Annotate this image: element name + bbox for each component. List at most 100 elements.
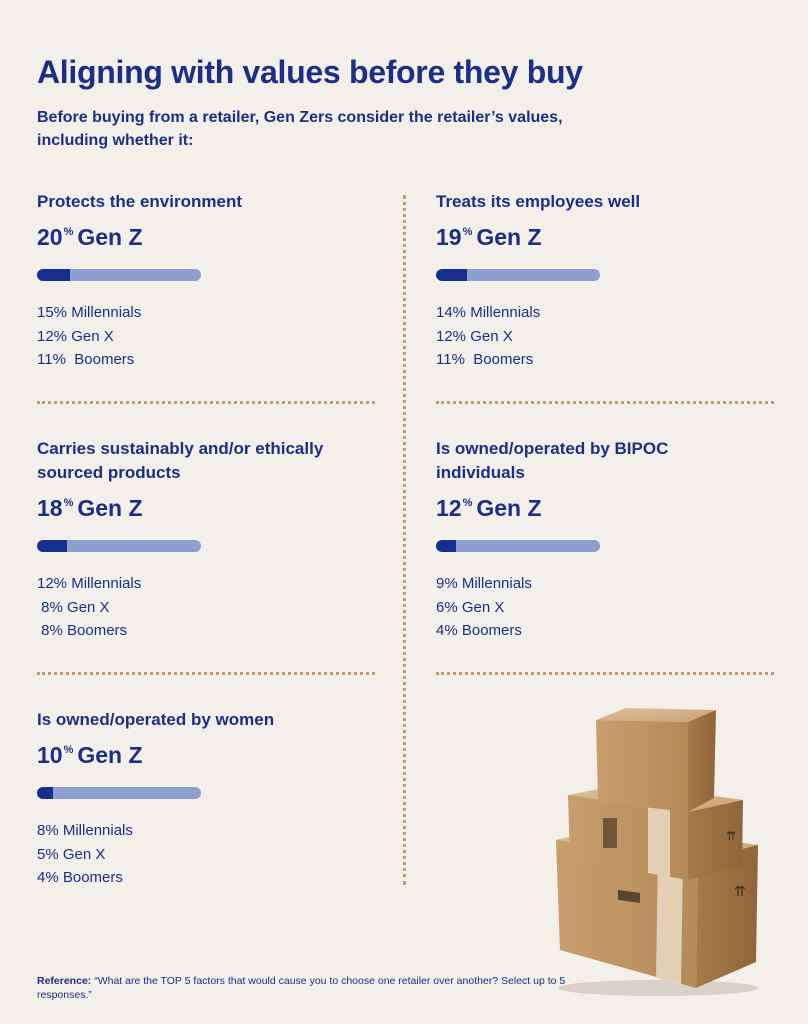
horizontal-divider-right-1 [436, 401, 774, 404]
boomers-pct: 11% [37, 351, 66, 368]
genx-pct: 5% [37, 845, 59, 863]
other-generations: 12% Millennials 8% Gen X 8% Boomers [37, 572, 337, 643]
stat-panel-women-owned: Is owned/operated by women 10% Gen Z 8% M… [37, 708, 377, 890]
genz-stat: 18% Gen Z [37, 495, 337, 522]
genx-row: 12% Gen X [436, 325, 776, 349]
genz-progress-fill [37, 787, 54, 799]
boomers-pct: 4% [436, 622, 458, 639]
genz-unit: % [63, 744, 74, 756]
genz-progress-bar [37, 787, 201, 799]
svg-text:⇈: ⇈ [726, 829, 736, 843]
millennials-pct: 8% [37, 822, 59, 839]
genz-stat: 20% Gen Z [37, 224, 377, 251]
boomers-row: 8% Boomers [37, 619, 337, 643]
horizontal-divider-right-2 [436, 672, 774, 675]
genz-stat: 19% Gen Z [436, 224, 776, 251]
genx-pct: 8% [37, 598, 63, 616]
millennials-pct: 9% [436, 575, 458, 592]
boomers-row: 11% Boomers [436, 348, 776, 372]
horizontal-divider-left-2 [37, 672, 375, 675]
millennials-label: Millennials [470, 304, 541, 321]
boomers-label: Boomers [461, 622, 522, 639]
cardboard-boxes-illustration: ⇈ ⇈ [556, 708, 758, 996]
genx-label: Gen X [71, 327, 114, 345]
millennials-row: 8% Millennials [37, 819, 377, 843]
stat-label: Is owned/operated by BIPOC individuals [436, 439, 669, 482]
stat-label: Is owned/operated by women [37, 710, 275, 729]
genz-label: Gen Z [77, 495, 143, 521]
genz-progress-bar [37, 540, 201, 552]
genz-progress-fill [436, 540, 456, 552]
genz-unit: % [462, 497, 473, 509]
genz-progress-fill [37, 269, 70, 281]
millennials-label: Millennials [62, 822, 133, 839]
stat-panel-sustainable-products: Carries sustainably and/or ethically sou… [37, 437, 337, 643]
genx-pct: 6% [436, 598, 458, 616]
genz-progress-fill [436, 269, 468, 281]
millennials-row: 9% Millennials [436, 572, 676, 596]
genx-label: Gen X [470, 327, 513, 345]
genx-pct: 12% [436, 327, 467, 345]
page-title: Aligning with values before they buy [37, 54, 583, 90]
vertical-divider [403, 195, 406, 885]
genz-progress-fill [37, 540, 67, 552]
boomers-pct: 8% [37, 622, 63, 639]
boomers-row: 11% Boomers [37, 348, 377, 372]
genz-progress-bar [37, 269, 201, 281]
stat-label: Protects the environment [37, 192, 242, 211]
millennials-label: Millennials [71, 304, 142, 321]
genx-pct: 12% [37, 327, 68, 345]
boomers-label: Boomers [473, 351, 534, 368]
boomers-pct: 11% [436, 351, 465, 368]
millennials-pct: 15% [37, 304, 68, 321]
genx-label: Gen X [67, 598, 110, 616]
reference-label: Reference: [37, 975, 92, 987]
genz-stat: 10% Gen Z [37, 742, 377, 769]
boomers-row: 4% Boomers [436, 619, 676, 643]
genz-label: Gen Z [77, 742, 143, 768]
genz-label: Gen Z [77, 224, 143, 250]
reference-note: Reference: “What are the TOP 5 factors t… [37, 974, 597, 1002]
millennials-label: Millennials [71, 575, 142, 592]
genx-row: 12% Gen X [37, 325, 377, 349]
stat-panel-bipoc-owned: Is owned/operated by BIPOC individuals 1… [436, 437, 676, 643]
genx-row: 5% Gen X [37, 843, 377, 867]
boomers-label: Boomers [74, 351, 135, 368]
genz-value: 18 [37, 495, 63, 521]
genz-unit: % [63, 226, 74, 238]
millennials-row: 15% Millennials [37, 301, 377, 325]
genz-unit: % [462, 226, 473, 238]
genz-progress-bar [436, 269, 600, 281]
boomers-label: Boomers [62, 869, 123, 886]
horizontal-divider-left-1 [37, 401, 375, 404]
other-generations: 8% Millennials 5% Gen X 4% Boomers [37, 819, 377, 890]
stat-label: Carries sustainably and/or ethically sou… [37, 439, 324, 482]
other-generations: 9% Millennials 6% Gen X 4% Boomers [436, 572, 676, 643]
svg-text:⇈: ⇈ [734, 884, 746, 900]
genx-row: 8% Gen X [37, 596, 337, 620]
millennials-pct: 12% [37, 575, 68, 592]
stat-panel-protects-environment: Protects the environment 20% Gen Z 15% Mi… [37, 190, 377, 372]
other-generations: 14% Millennials 12% Gen X 11% Boomers [436, 301, 776, 372]
genz-progress-bar [436, 540, 600, 552]
genz-value: 10 [37, 742, 63, 768]
genz-stat: 12% Gen Z [436, 495, 676, 522]
boomers-row: 4% Boomers [37, 866, 377, 890]
millennials-pct: 14% [436, 304, 467, 321]
millennials-row: 12% Millennials [37, 572, 337, 596]
genz-unit: % [63, 497, 74, 509]
stat-label: Treats its employees well [436, 192, 641, 211]
genx-label: Gen X [461, 598, 505, 616]
boomers-pct: 4% [37, 869, 59, 886]
boomers-label: Boomers [67, 622, 128, 639]
genz-value: 12 [436, 495, 462, 521]
stat-panel-treats-employees: Treats its employees well 19% Gen Z 14% M… [436, 190, 776, 372]
genz-value: 19 [436, 224, 462, 250]
genx-label: Gen X [62, 845, 106, 863]
genx-row: 6% Gen X [436, 596, 676, 620]
reference-text: “What are the TOP 5 factors that would c… [37, 975, 566, 1001]
genz-label: Gen Z [476, 495, 542, 521]
genz-label: Gen Z [476, 224, 542, 250]
genz-value: 20 [37, 224, 63, 250]
page-subtitle: Before buying from a retailer, Gen Zers … [37, 109, 563, 149]
